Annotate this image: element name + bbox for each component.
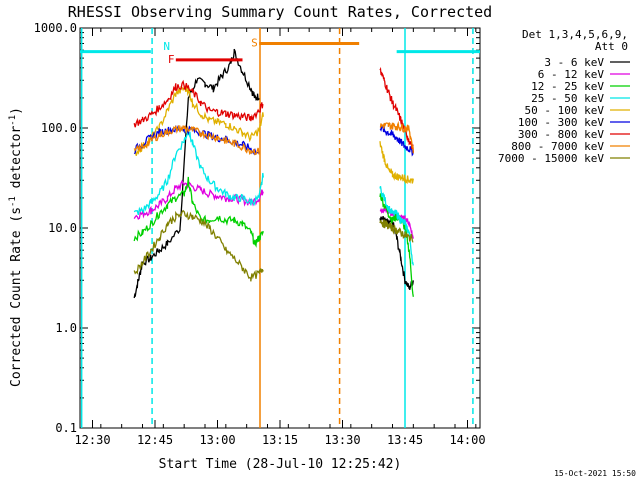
legend-entry-label: 7000 - 15000 keV bbox=[498, 152, 604, 165]
series-line bbox=[379, 66, 414, 153]
y-tick-label: 1000.0 bbox=[34, 21, 77, 35]
legend-header: Att 0 bbox=[595, 40, 628, 53]
series-line bbox=[379, 124, 414, 157]
legend-entry-label: 50 - 100 keV bbox=[525, 104, 605, 117]
series-line bbox=[379, 219, 414, 243]
chart-title: RHESSI Observing Summary Count Rates, Co… bbox=[68, 3, 492, 21]
x-tick-label: 12:45 bbox=[137, 433, 173, 447]
series-line bbox=[379, 186, 414, 266]
legend-entry-label: 300 - 800 keV bbox=[518, 128, 604, 141]
series-line bbox=[133, 179, 264, 220]
y-tick-label: 1.0 bbox=[55, 321, 77, 335]
vertical-marker-lines bbox=[80, 28, 474, 428]
annotation-label: S bbox=[251, 36, 258, 49]
series-line bbox=[133, 209, 264, 282]
footer-date: 15-Oct-2021 15:50 bbox=[554, 469, 636, 478]
legend-entry-label: 100 - 300 keV bbox=[518, 116, 604, 129]
series-line bbox=[133, 79, 264, 128]
y-tick-label: 10.0 bbox=[48, 221, 77, 235]
x-tick-label: 13:00 bbox=[199, 433, 235, 447]
y-axis-label-close: ) bbox=[9, 107, 24, 115]
series-line bbox=[133, 125, 260, 156]
legend-entry-label: 3 - 6 keV bbox=[544, 56, 604, 69]
series-line bbox=[379, 141, 414, 185]
x-tick-label: 14:00 bbox=[449, 433, 485, 447]
y-axis-label-sup2: -1 bbox=[8, 115, 18, 126]
legend-entry-label: 12 - 25 keV bbox=[531, 80, 604, 93]
y-axis-label-sup: -1 bbox=[8, 196, 18, 207]
x-tick-label: 13:30 bbox=[324, 433, 360, 447]
series-line bbox=[133, 130, 264, 216]
series-line bbox=[379, 120, 414, 154]
x-axis-label: Start Time (28-Jul-10 12:25:42) bbox=[159, 457, 402, 472]
annotation-layer: NF S bbox=[80, 36, 480, 66]
y-axis-label-tail: detector bbox=[9, 126, 24, 197]
x-tick-label: 13:15 bbox=[262, 433, 298, 447]
plot-axes: 1000.0 100.0 10.0 1.0 0.112:30 12:45 13:00 13:1… bbox=[34, 21, 486, 447]
series-layer bbox=[133, 48, 414, 299]
legend-header: Det 1,3,4,5,6,9, bbox=[522, 28, 628, 41]
series-line bbox=[134, 85, 264, 156]
plot-frame bbox=[79, 27, 481, 429]
legend-entry-label: 25 - 50 keV bbox=[531, 92, 604, 105]
annotation-label: N bbox=[163, 40, 170, 53]
series-line bbox=[133, 48, 260, 299]
legend-entry-label: 800 - 7000 keV bbox=[511, 140, 604, 153]
y-tick-label: 0.1 bbox=[55, 421, 77, 435]
x-tick-label: 13:45 bbox=[387, 433, 423, 447]
y-tick-label: 100.0 bbox=[41, 121, 77, 135]
x-tick-label: 12:30 bbox=[74, 433, 110, 447]
legend-entry-label: 6 - 12 keV bbox=[538, 68, 605, 81]
annotation-label: F bbox=[168, 53, 175, 66]
y-axis-label: Corrected Count Rate (s-1 detector-1) bbox=[8, 107, 24, 387]
y-axis-label-main: Corrected Count Rate (s bbox=[9, 207, 24, 387]
